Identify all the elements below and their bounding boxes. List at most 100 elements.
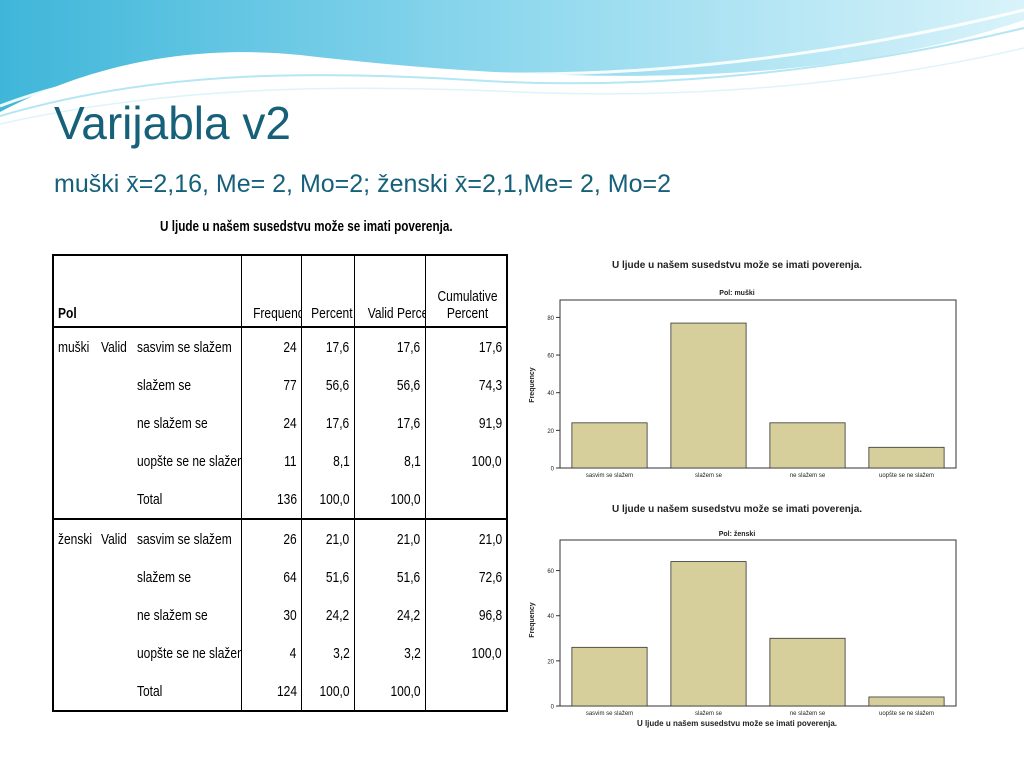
percent-cell: 56,6 xyxy=(326,376,350,394)
frequency-cell: 64 xyxy=(283,568,297,586)
table-row: uopšte se ne slažem 11 8,1 8,1 100,0 xyxy=(53,442,508,480)
y-tick-label: 0 xyxy=(551,705,555,711)
y-tick-label: 60 xyxy=(547,354,554,360)
valid-percent-cell: 21,0 xyxy=(397,530,421,548)
frequency-cell: 24 xyxy=(283,338,297,356)
frequency-cell: 26 xyxy=(283,530,297,548)
cumulative-percent-cell: 72,6 xyxy=(478,568,503,586)
y-tick-label: 20 xyxy=(547,429,554,435)
valid-percent-cell: 56,6 xyxy=(397,376,421,394)
valid-percent-cell: 17,6 xyxy=(397,414,421,432)
x-tick-label: uopšte se ne slažem xyxy=(879,473,934,479)
category-label: uopšte se ne slažem xyxy=(137,452,242,470)
x-tick-label: uopšte se ne slažem xyxy=(879,711,934,717)
percent-cell: 3,2 xyxy=(332,644,350,662)
category-label: slažem se xyxy=(137,376,192,394)
table-header-row: Pol Frequency Percent Valid Percent Cumu… xyxy=(53,255,508,327)
cumulative-percent-cell: 100,0 xyxy=(471,452,503,470)
cumulative-percent-cell: 91,9 xyxy=(478,414,503,432)
percent-cell: 100,0 xyxy=(319,490,350,508)
chart-subtitle: Pol: ženski xyxy=(719,531,756,538)
bar-4 xyxy=(868,696,945,707)
x-tick-label: slažem se xyxy=(695,473,723,479)
table-row: uopšte se ne slažem 4 3,2 3,2 100,0 xyxy=(53,634,508,672)
frequency-cell: 11 xyxy=(284,452,297,470)
chart-subtitle: Pol: muški xyxy=(719,290,754,297)
bar-2 xyxy=(670,561,747,707)
x-tick-label: sasvim se slažem xyxy=(586,473,633,479)
frequency-cell: 124 xyxy=(276,682,297,700)
percent-cell: 51,6 xyxy=(326,568,350,586)
slide-subtitle: muški x̄=2,16, Me= 2, Mo=2; ženski x̄=2,… xyxy=(54,170,671,198)
bar-charts: U ljude u našem susedstvu može se imati … xyxy=(529,260,957,728)
frequency-cell: 24 xyxy=(283,414,297,432)
valid-label: Valid xyxy=(101,338,127,356)
valid-percent-cell: 100,0 xyxy=(390,682,421,700)
chart-title: U ljude u našem susedstvu može se imati … xyxy=(612,504,862,515)
bar-1 xyxy=(571,646,648,707)
percent-cell: 17,6 xyxy=(326,338,350,356)
frequency-cell: 136 xyxy=(276,490,297,508)
category-label: sasvim se slažem xyxy=(137,530,232,548)
valid-label: Valid xyxy=(101,530,127,548)
slide-title: Varijabla v2 xyxy=(54,97,291,149)
group-label: ženski xyxy=(58,530,93,548)
header-cumulative-percent: Cumulative Percent xyxy=(437,288,498,322)
y-tick-label: 80 xyxy=(547,316,554,322)
frequency-cell: 77 xyxy=(283,376,297,394)
table-caption: U ljude u našem susedstvu može se imati … xyxy=(160,218,453,235)
percent-cell: 8,1 xyxy=(332,452,350,470)
x-tick-label: ne slažem se xyxy=(790,711,826,717)
frequency-cell: 4 xyxy=(289,644,297,662)
cumulative-percent-cell: 100,0 xyxy=(471,644,503,662)
table-row: ženski Valid sasvim se slažem 26 21,0 21… xyxy=(53,519,508,558)
category-label: ne slažem se xyxy=(137,606,208,624)
charts-panel: U ljude u našem susedstvu može se imati … xyxy=(512,240,962,740)
y-tick-label: 40 xyxy=(547,614,554,620)
valid-percent-cell: 3,2 xyxy=(403,644,421,662)
table-row: slažem se 64 51,6 51,6 72,6 xyxy=(53,558,508,596)
cumulative-percent-cell: 96,8 xyxy=(478,606,503,624)
percent-cell: 21,0 xyxy=(326,530,350,548)
bar-2 xyxy=(670,322,747,469)
header-valid-percent: Valid Percent xyxy=(367,305,425,322)
bar-3 xyxy=(769,637,846,707)
category-label: ne slažem se xyxy=(137,414,208,432)
category-label: slažem se xyxy=(137,568,192,586)
valid-percent-cell: 8,1 xyxy=(403,452,421,470)
category-label: uopšte se ne slažem xyxy=(137,644,242,662)
y-tick-label: 0 xyxy=(551,467,555,473)
table-row: slažem se 77 56,6 56,6 74,3 xyxy=(53,366,508,404)
y-tick-label: 20 xyxy=(547,659,554,665)
y-tick-label: 60 xyxy=(547,569,554,575)
bar-1 xyxy=(571,422,648,469)
cumulative-percent-cell: 21,0 xyxy=(478,530,503,548)
cumulative-percent-cell: 17,6 xyxy=(478,338,503,356)
table-row: muški Valid sasvim se slažem 24 17,6 17,… xyxy=(53,327,508,366)
chart-title: U ljude u našem susedstvu može se imati … xyxy=(612,260,862,271)
valid-percent-cell: 100,0 xyxy=(390,490,421,508)
group-label: muški xyxy=(58,338,90,356)
bar-3 xyxy=(769,422,846,469)
category-label: Total xyxy=(137,490,163,508)
valid-percent-cell: 51,6 xyxy=(397,568,421,586)
valid-percent-cell: 24,2 xyxy=(397,606,421,624)
header-frequency: Frequency xyxy=(252,305,301,322)
x-tick-label: slažem se xyxy=(695,711,723,717)
x-tick-label: sasvim se slažem xyxy=(586,711,633,717)
y-axis-label: Frequency xyxy=(529,367,536,403)
table-row: ne slažem se 24 17,6 17,6 91,9 xyxy=(53,404,508,442)
frequency-table: Pol Frequency Percent Valid Percent Cumu… xyxy=(52,254,509,712)
table-row-total: Total 124 100,0 100,0 xyxy=(53,672,508,711)
percent-cell: 24,2 xyxy=(326,606,350,624)
cumulative-percent-cell: 74,3 xyxy=(478,376,503,394)
header-wave-decoration xyxy=(0,0,1024,125)
bar-4 xyxy=(868,446,945,469)
category-label: Total xyxy=(137,682,163,700)
percent-cell: 17,6 xyxy=(326,414,350,432)
category-label: sasvim se slažem xyxy=(137,338,232,356)
percent-cell: 100,0 xyxy=(319,682,350,700)
y-axis-label: Frequency xyxy=(529,602,536,638)
frequency-cell: 30 xyxy=(283,606,297,624)
header-pol: Pol xyxy=(58,305,77,322)
